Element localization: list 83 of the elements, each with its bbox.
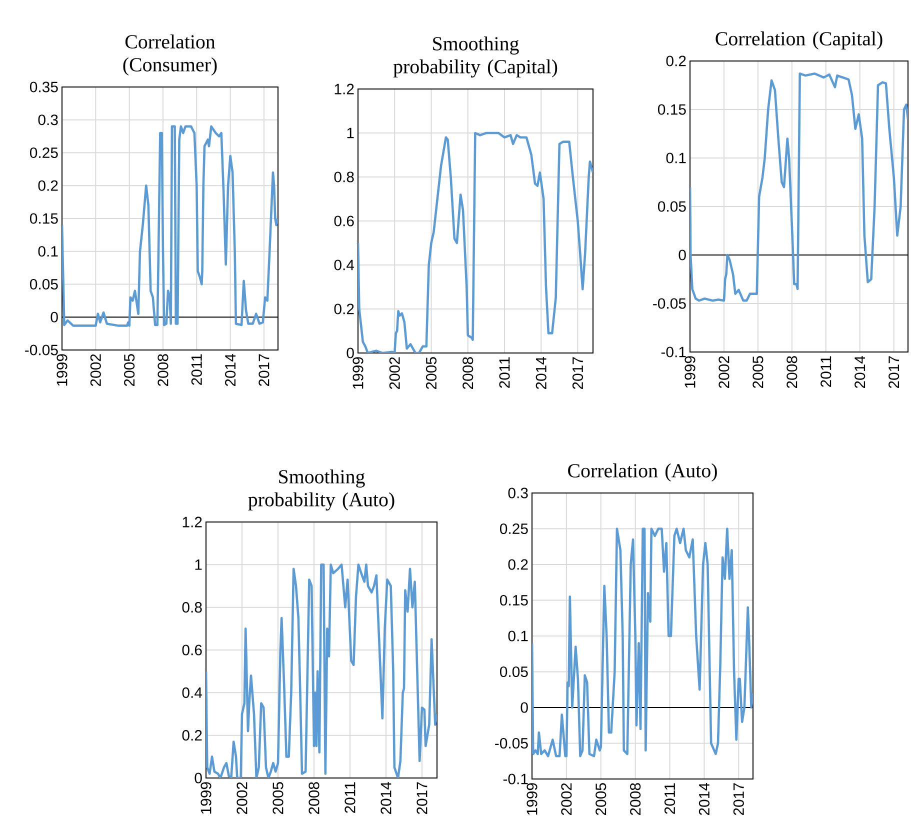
- x-tick-label: 1999: [352, 357, 364, 389]
- y-tick-label: 0.8: [182, 602, 202, 613]
- y-tick-label: 0.2: [508, 559, 528, 570]
- x-tick-label: 1999: [200, 782, 212, 814]
- x-tick-label: 1999: [56, 354, 68, 386]
- x-tick-label: 2005: [124, 354, 135, 386]
- y-tick-label: 0: [678, 250, 686, 260]
- x-tick-label: 2017: [416, 782, 428, 814]
- y-tick-label: -0.05: [25, 344, 58, 356]
- x-tick-label: 2017: [258, 354, 270, 386]
- x-tick-label: 2011: [499, 357, 510, 388]
- x-tick-label: 2014: [225, 354, 236, 386]
- y-tick-label: 0.2: [38, 180, 58, 191]
- y-tick-label: -0.05: [653, 298, 686, 309]
- y-tick-label: 1: [195, 560, 202, 570]
- y-tick-label: -0.1: [661, 346, 686, 358]
- x-tick-label: 1999: [526, 783, 538, 815]
- x-tick-label: 2011: [664, 783, 676, 814]
- x-tick-label: 2002: [561, 783, 572, 816]
- x-tick-label: 2002: [389, 357, 400, 390]
- line-series: [358, 132, 594, 353]
- y-tick-label: 0.3: [38, 114, 58, 126]
- y-tick-label: -0.1: [503, 774, 528, 784]
- x-tick-label: 2017: [888, 356, 900, 388]
- y-tick-label: 1.2: [182, 516, 202, 528]
- y-tick-label: 0: [346, 348, 354, 358]
- y-tick-label: 0.1: [508, 630, 528, 642]
- x-tick-label: 2005: [272, 782, 284, 814]
- line-series: [532, 528, 754, 758]
- x-tick-label: 2014: [536, 356, 546, 390]
- y-tick-label: 0.25: [500, 523, 528, 534]
- y-tick-label: 0.1: [38, 246, 58, 257]
- x-tick-label: 2002: [90, 354, 101, 386]
- line-series: [206, 564, 437, 778]
- x-tick-label: 2002: [718, 356, 730, 388]
- x-tick-label: 2014: [698, 782, 710, 816]
- y-tick-label: 0.05: [500, 666, 528, 678]
- y-tick-label: 0.2: [182, 730, 202, 741]
- x-tick-label: 2005: [752, 356, 764, 388]
- x-tick-label: 2011: [191, 354, 202, 385]
- y-tick-label: 1.2: [334, 84, 354, 94]
- chart-title: Smoothing probability (Capital): [393, 36, 558, 78]
- line-series: [690, 72, 908, 302]
- chart-title: Correlation (Capital): [716, 31, 882, 50]
- y-tick-label: 0.25: [30, 147, 58, 158]
- y-tick-label: 0.2: [666, 56, 686, 66]
- x-tick-label: 2008: [308, 782, 320, 814]
- y-tick-label: 0.3: [508, 488, 528, 498]
- y-tick-label: 0.15: [500, 594, 528, 606]
- y-tick-label: 0.05: [658, 201, 686, 212]
- x-tick-label: 2008: [462, 357, 474, 390]
- y-tick-label: 0.4: [334, 260, 354, 270]
- y-tick-label: -0.05: [495, 738, 528, 749]
- y-tick-label: 0.4: [182, 687, 202, 698]
- y-tick-label: 0.15: [30, 213, 58, 224]
- x-tick-label: 2011: [820, 356, 832, 387]
- y-tick-label: 0: [194, 772, 202, 784]
- y-tick-label: 0: [50, 312, 58, 322]
- x-tick-label: 2008: [786, 356, 798, 388]
- y-tick-label: 0.2: [334, 304, 354, 314]
- y-tick-label: 0: [520, 702, 528, 713]
- x-tick-label: 2005: [596, 783, 606, 816]
- chart-title: Correlation (Auto): [568, 463, 717, 482]
- y-tick-label: 0.6: [182, 644, 202, 656]
- x-tick-label: 2017: [733, 783, 744, 816]
- x-tick-label: 1999: [684, 356, 696, 388]
- x-tick-label: 2002: [236, 782, 248, 814]
- x-tick-label: 2011: [344, 782, 356, 813]
- y-tick-label: 0.15: [658, 104, 686, 115]
- y-tick-label: 0.6: [334, 216, 354, 226]
- y-tick-label: 0.8: [334, 172, 354, 182]
- x-tick-label: 2008: [630, 783, 641, 816]
- y-tick-label: 0.1: [666, 152, 686, 164]
- x-tick-label: 2005: [426, 357, 437, 390]
- chart-title: Correlation (Consumer): [123, 34, 217, 76]
- chart-title: Smoothing probability (Auto): [248, 469, 394, 510]
- x-tick-label: 2014: [854, 356, 866, 388]
- x-tick-label: 2014: [380, 782, 392, 814]
- y-tick-label: 1: [347, 128, 354, 138]
- x-tick-label: 2008: [158, 354, 168, 386]
- x-tick-label: 2017: [572, 357, 584, 390]
- y-tick-label: 0.35: [30, 82, 58, 92]
- y-tick-label: 0.05: [30, 278, 58, 290]
